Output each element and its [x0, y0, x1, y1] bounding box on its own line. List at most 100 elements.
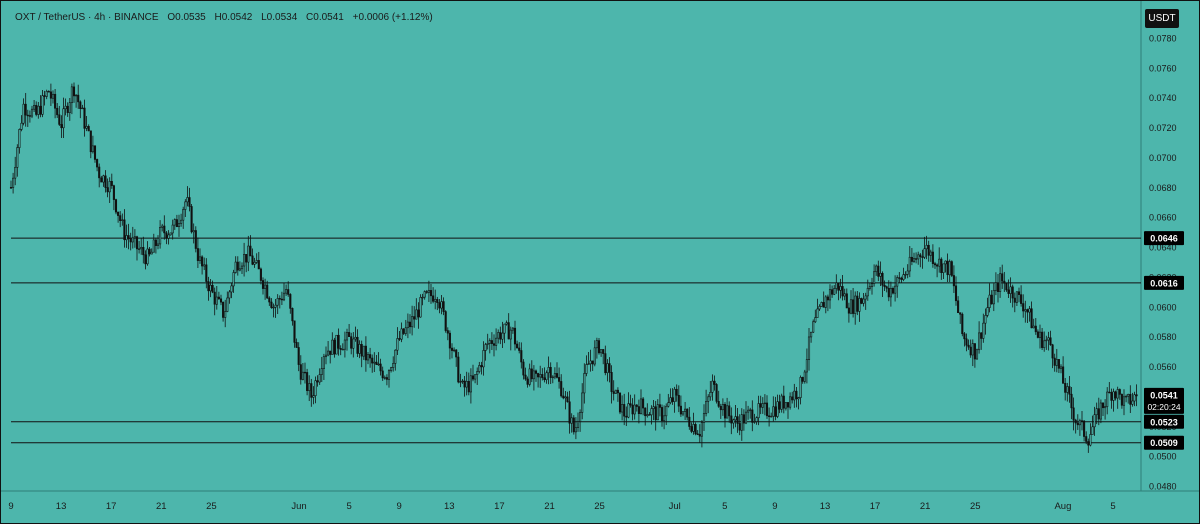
candle-body	[255, 260, 258, 263]
candle-body	[1099, 402, 1102, 420]
candle-body	[560, 381, 563, 397]
candle-body	[228, 291, 231, 299]
y-tick-label: 0.0680	[1149, 183, 1177, 193]
candle-body	[841, 286, 844, 297]
candle-body	[379, 363, 382, 372]
candle-body	[1053, 357, 1056, 366]
candle-body	[591, 360, 594, 365]
candle-body	[400, 328, 403, 340]
candle-body	[222, 301, 225, 318]
candle-body	[1080, 420, 1084, 422]
candle-body	[1032, 325, 1035, 329]
candle-body	[18, 129, 21, 148]
candle-body	[402, 328, 405, 334]
candle-body	[906, 270, 909, 275]
candle-body	[492, 343, 496, 346]
candle-body	[247, 245, 250, 263]
candle-body	[663, 415, 666, 421]
candle-body	[1131, 400, 1134, 405]
candle-body	[1076, 422, 1079, 426]
candle-body	[173, 219, 176, 226]
candle-body	[671, 397, 674, 402]
candle-body	[927, 244, 930, 256]
candle-body	[98, 166, 101, 179]
candle-body	[812, 321, 815, 333]
candle-body	[950, 261, 953, 276]
level-label-bg	[1144, 414, 1184, 429]
candle-body	[150, 251, 153, 255]
candle-body	[49, 91, 52, 99]
candle-body	[784, 402, 787, 409]
x-tick-label: 25	[970, 501, 981, 512]
candle-body	[362, 345, 365, 357]
candle-body	[891, 288, 895, 294]
candle-body	[102, 175, 105, 183]
candle-body	[786, 402, 790, 408]
y-tick-label: 0.0660	[1149, 213, 1177, 223]
candle-body	[541, 374, 544, 379]
candle-body	[289, 294, 292, 309]
candle-body	[982, 322, 985, 339]
candle-body	[152, 239, 155, 253]
candle-body	[1064, 383, 1067, 393]
candle-body	[138, 248, 141, 250]
candle-body	[1120, 394, 1123, 406]
candle-body	[253, 262, 256, 265]
candle-body	[618, 392, 622, 413]
level-label: 0.0616	[1150, 278, 1178, 288]
candle-body	[1127, 393, 1130, 397]
candle-body	[85, 126, 88, 129]
candle-body	[112, 185, 115, 200]
candle-body	[902, 274, 905, 280]
candle-body	[1106, 391, 1109, 407]
candle-body	[803, 371, 806, 382]
candle-body	[585, 364, 588, 374]
symbol-title[interactable]: OXT / TetherUS · 4h · BINANCE	[15, 12, 159, 23]
candle-body	[904, 273, 907, 276]
candle-body	[497, 332, 500, 339]
candle-body	[33, 105, 36, 110]
level-label: 0.0509	[1150, 438, 1178, 448]
candle-body	[240, 265, 244, 270]
candle-body	[114, 199, 118, 213]
candle-body	[219, 298, 223, 303]
candle-body	[72, 86, 76, 97]
y-tick-label: 0.0580	[1149, 332, 1177, 342]
candle-body	[595, 340, 598, 349]
x-tick-label: 5	[722, 501, 727, 512]
candle-body	[992, 289, 995, 305]
candle-body	[335, 334, 338, 355]
candle-body	[673, 388, 676, 402]
candle-body	[1110, 392, 1113, 401]
candle-body	[64, 105, 67, 110]
candle-body	[551, 376, 554, 379]
candle-body	[1129, 393, 1132, 405]
candle-body	[213, 291, 216, 305]
candle-body	[597, 340, 601, 354]
x-tick-label: 5	[1110, 501, 1115, 512]
candle-body	[480, 365, 483, 368]
candle-body	[528, 368, 531, 385]
candle-body	[495, 337, 498, 346]
candle-body	[356, 336, 359, 354]
candle-body	[797, 397, 800, 400]
candle-body	[272, 306, 275, 309]
candle-body	[396, 338, 399, 351]
candle-body	[501, 332, 504, 340]
close-value: C0.0541	[306, 12, 344, 23]
currency-button[interactable]: USDT	[1145, 9, 1179, 28]
candle-body	[30, 108, 34, 117]
candle-body	[1030, 308, 1033, 329]
candle-body	[20, 122, 23, 130]
candle-body	[763, 402, 766, 405]
candle-body	[167, 234, 170, 239]
high-value: H0.0542	[214, 12, 253, 23]
candle-body	[608, 363, 611, 373]
candle-body	[828, 289, 832, 301]
candle-body	[614, 389, 617, 394]
candle-body	[320, 368, 323, 375]
candle-body	[658, 404, 661, 408]
candle-body	[316, 380, 319, 383]
candle-body	[513, 327, 517, 345]
